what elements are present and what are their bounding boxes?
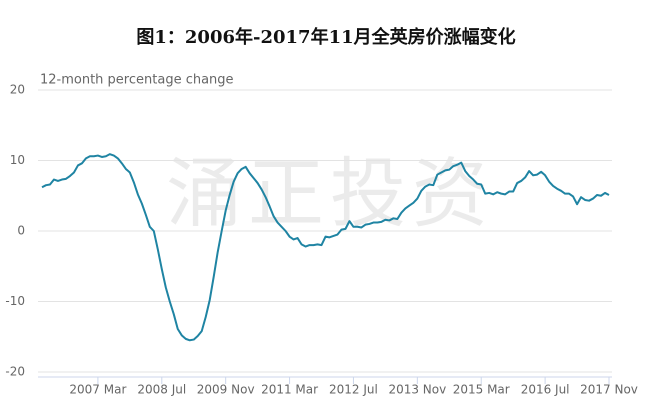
x-tick-label: 2013 Nov — [388, 383, 446, 397]
y-tick-label: 10 — [10, 153, 25, 167]
x-tick-label: 2007 Mar — [69, 383, 126, 397]
data-line — [41, 153, 610, 342]
y-tick-label: 0 — [17, 224, 25, 238]
x-tick-label: 2015 Mar — [453, 383, 510, 397]
y-axis-label: 12-month percentage change — [40, 73, 234, 88]
x-tick-label: 2011 Mar — [261, 383, 318, 397]
chart-title: 图1：2006年-2017年11月全英房价涨幅变化 — [136, 26, 515, 48]
y-tick-label: -10 — [5, 294, 25, 308]
x-tick-label: 2016 Jul — [521, 383, 570, 397]
x-tick-label: 2012 Jul — [329, 383, 378, 397]
x-tick-label: 2017 Nov — [580, 383, 638, 397]
y-tick-label: -20 — [5, 365, 25, 379]
watermark: 涌正投资 — [166, 149, 494, 238]
x-tick-label: 2008 Jul — [137, 383, 186, 397]
y-tick-label: 20 — [10, 83, 25, 97]
x-tick-label: 2009 Nov — [197, 383, 255, 397]
